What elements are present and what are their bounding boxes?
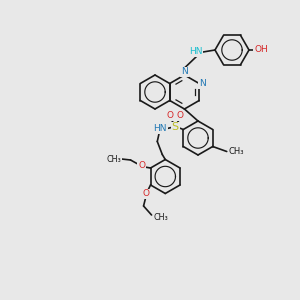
Text: OH: OH: [254, 46, 268, 55]
Text: CH₃: CH₃: [229, 147, 244, 156]
Text: O: O: [142, 190, 149, 199]
Text: O: O: [138, 161, 145, 170]
Text: HN: HN: [154, 124, 167, 133]
Text: N: N: [181, 68, 188, 76]
Text: CH₃: CH₃: [106, 154, 121, 164]
Text: N: N: [199, 79, 206, 88]
Text: O: O: [167, 111, 174, 120]
Text: CH₃: CH₃: [153, 212, 168, 221]
Text: S: S: [172, 122, 179, 133]
Text: HN: HN: [189, 47, 203, 56]
Text: O: O: [177, 111, 184, 120]
